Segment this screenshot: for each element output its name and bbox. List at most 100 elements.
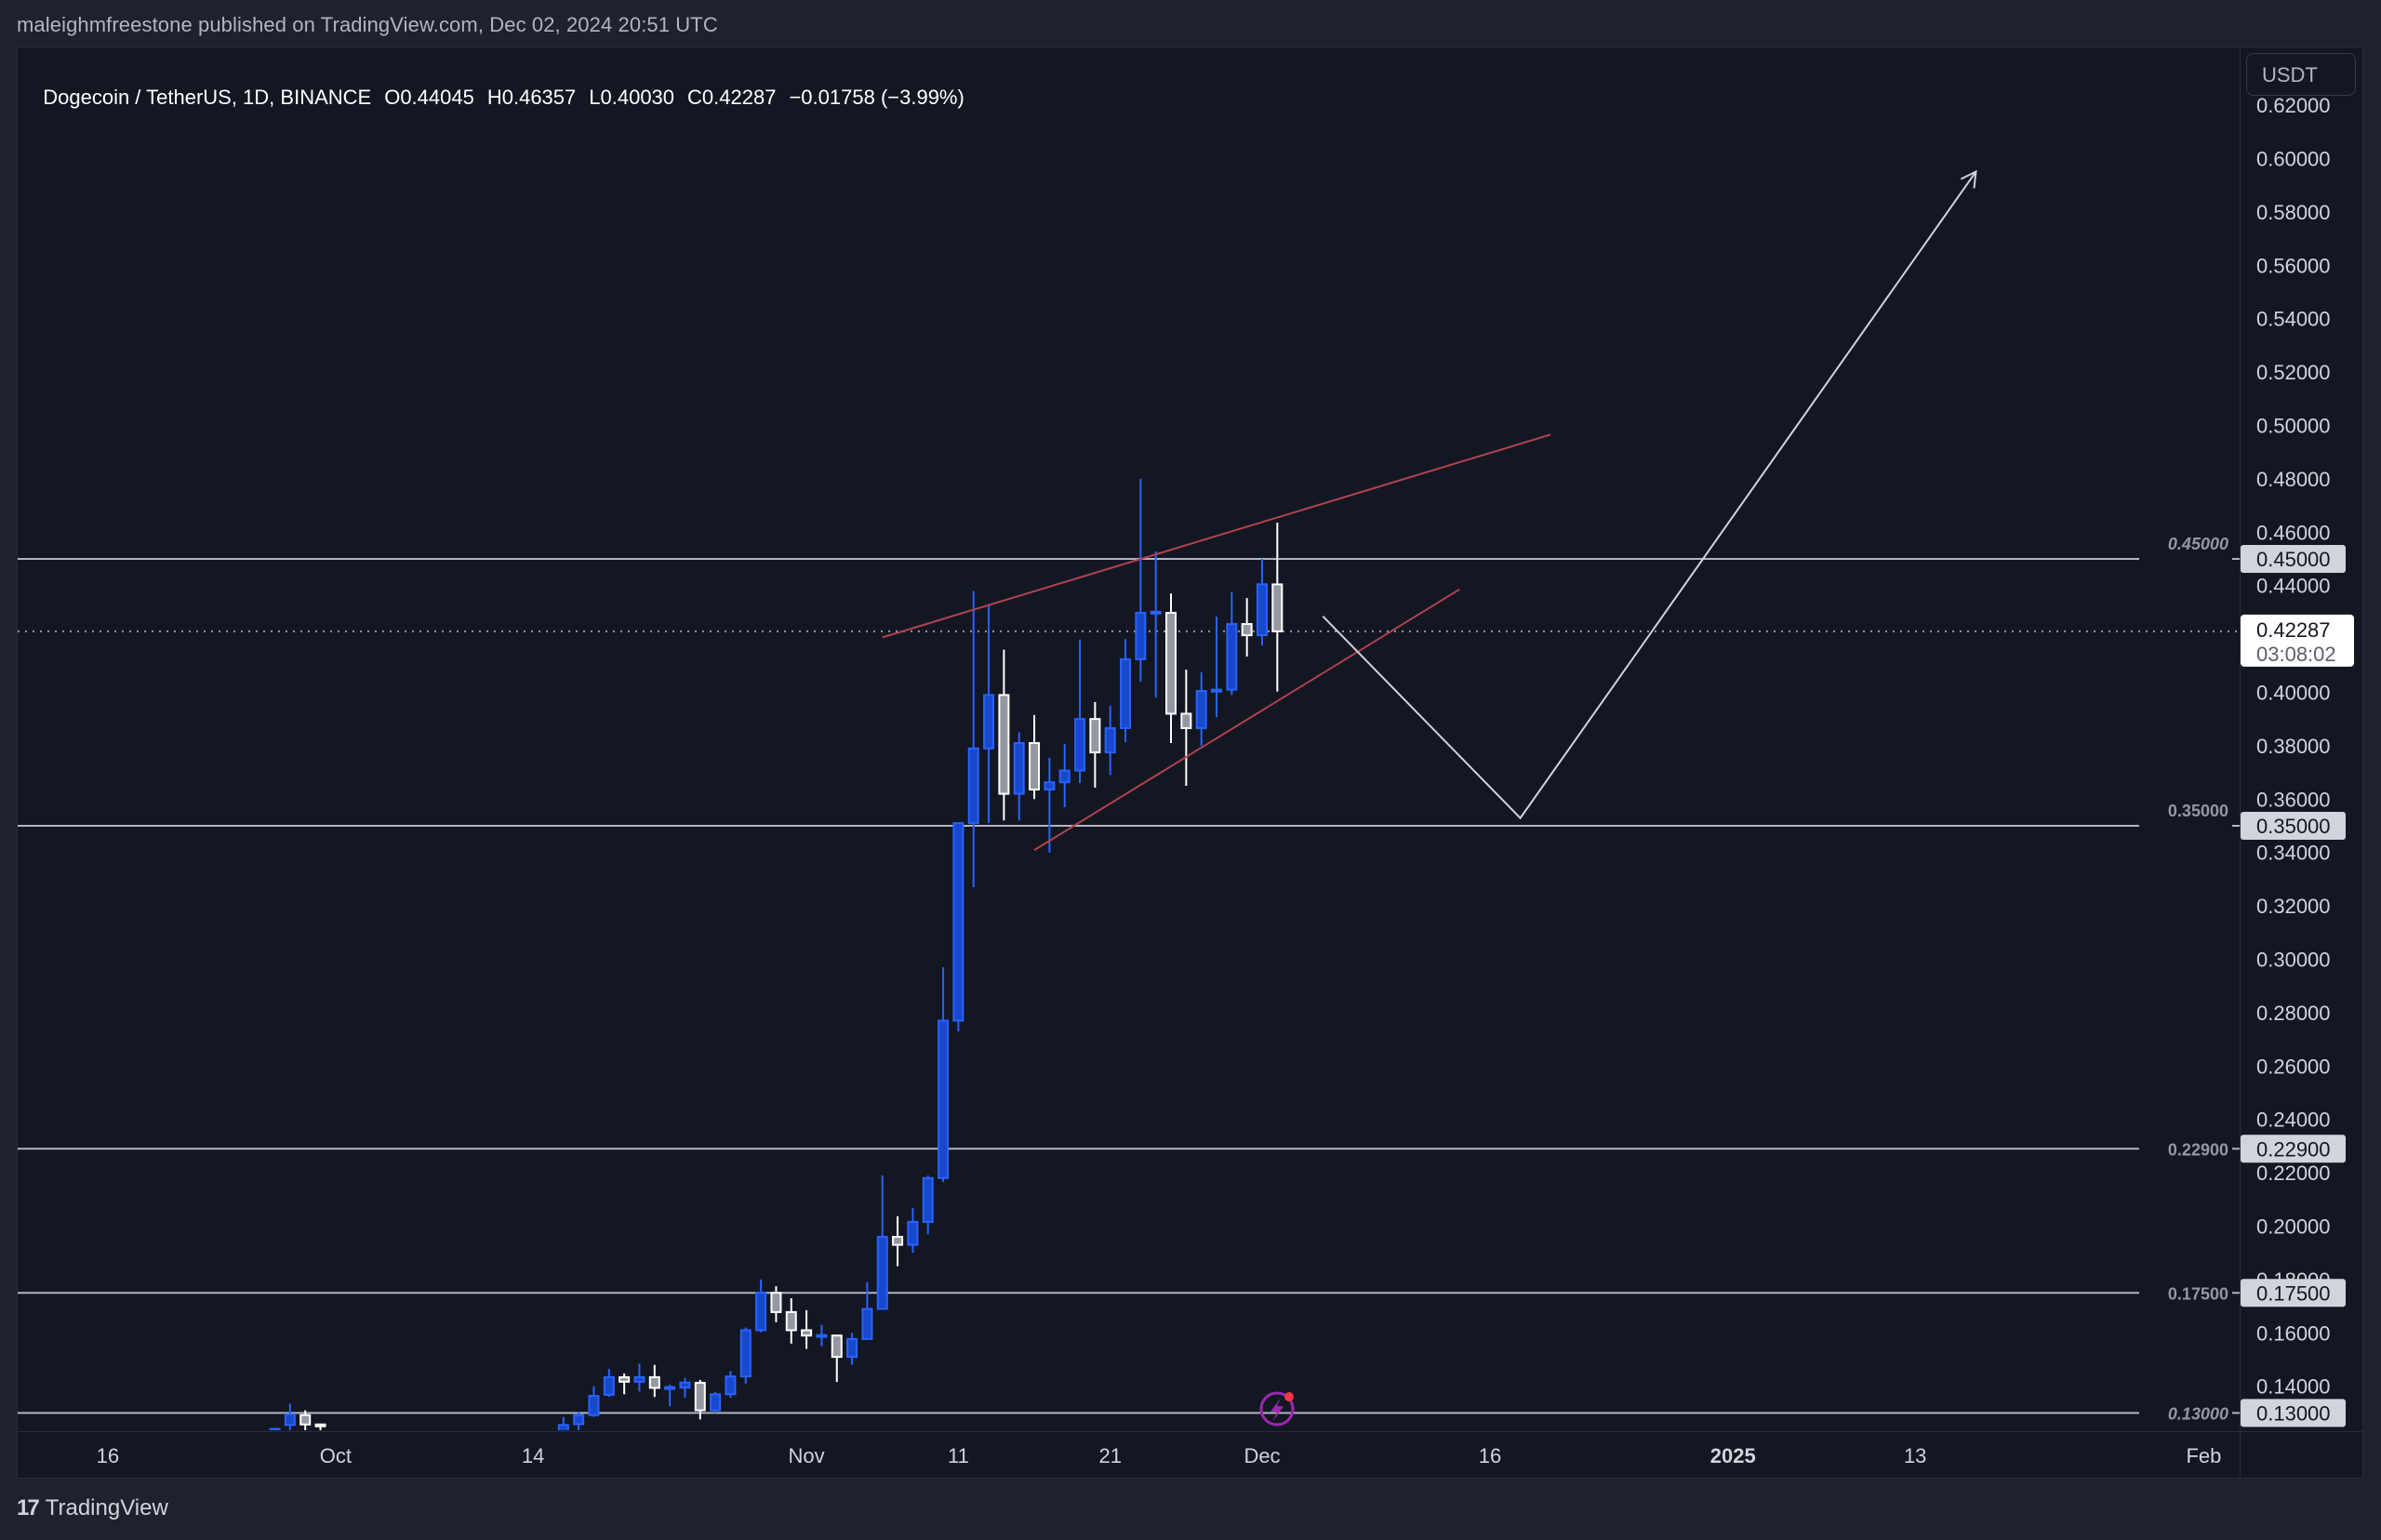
bullish-candle[interactable] [284, 1403, 296, 1440]
bearish-candle[interactable] [785, 1297, 797, 1344]
svg-text:0.22900: 0.22900 [2256, 1137, 2331, 1161]
bearish-candle[interactable] [831, 1334, 843, 1383]
currency-selector-button[interactable]: USDT [2246, 53, 2356, 96]
level-line-label: 0.45000 [2168, 535, 2228, 553]
bullish-candle[interactable] [725, 1371, 737, 1399]
bullish-candle[interactable] [588, 1386, 600, 1417]
bullish-candle[interactable] [967, 591, 979, 888]
bullish-candle[interactable] [1120, 639, 1132, 742]
tradingview-logo[interactable]: 17 TradingView [17, 1495, 168, 1521]
bullish-candle[interactable] [755, 1279, 767, 1333]
bearish-candle[interactable] [1241, 598, 1253, 657]
legend-open: O0.44045 [384, 86, 474, 109]
bullish-candle[interactable] [1044, 757, 1056, 853]
chart-pane[interactable] [17, 46, 2363, 1479]
bullish-candle[interactable] [710, 1392, 722, 1414]
bearish-candle[interactable] [1271, 523, 1284, 692]
legend-low: L0.40030 [589, 86, 675, 109]
time-tick-label: 16 [1479, 1444, 1501, 1467]
bullish-candle[interactable] [664, 1384, 676, 1407]
bullish-candle[interactable] [679, 1377, 691, 1399]
bullish-candle[interactable] [907, 1207, 919, 1254]
level-line-label: 0.17500 [2168, 1284, 2228, 1303]
price-tick-label: 0.34000 [2256, 842, 2331, 865]
bullish-candle[interactable] [922, 1175, 934, 1235]
level-line-label: 0.22900 [2168, 1140, 2228, 1159]
bearish-candle[interactable] [1089, 701, 1101, 788]
svg-text:0.17500: 0.17500 [2256, 1281, 2331, 1305]
bullish-candle[interactable] [861, 1281, 873, 1340]
bullish-candle[interactable] [846, 1333, 858, 1365]
bullish-candle[interactable] [938, 967, 950, 1183]
bullish-candle[interactable] [1257, 559, 1268, 646]
lower-wedge-line[interactable] [1033, 588, 1460, 851]
bullish-candle[interactable] [739, 1327, 752, 1384]
bullish-candle[interactable] [1013, 732, 1025, 821]
time-axis[interactable] [17, 1431, 2363, 1479]
bearish-candle[interactable] [619, 1373, 631, 1395]
tradingview-logo-icon: 17 [17, 1495, 40, 1520]
price-tick-label: 0.54000 [2256, 308, 2331, 331]
bullish-candle[interactable] [557, 1416, 569, 1440]
bearish-candle[interactable] [998, 649, 1010, 821]
price-tick-label: 0.60000 [2256, 148, 2331, 171]
bullish-candle[interactable] [1074, 639, 1086, 784]
price-tick-label: 0.30000 [2256, 949, 2331, 972]
bullish-candle[interactable] [1058, 743, 1071, 807]
bullish-candle[interactable] [1150, 551, 1162, 698]
bearish-candle[interactable] [299, 1410, 312, 1440]
price-tick-label: 0.58000 [2256, 201, 2331, 224]
bar-countdown: 03:08:02 [2256, 643, 2336, 666]
bullish-candle[interactable] [573, 1411, 585, 1440]
bearish-candle[interactable] [648, 1364, 660, 1398]
tradingview-logo-text: TradingView [45, 1495, 168, 1520]
price-tick-label: 0.24000 [2256, 1109, 2331, 1132]
bullish-candle[interactable] [983, 604, 995, 824]
bearish-candle[interactable] [694, 1379, 706, 1420]
bullish-candle[interactable] [952, 822, 964, 1031]
bullish-candle[interactable] [816, 1324, 828, 1347]
projection-path[interactable] [1322, 170, 1977, 820]
bullish-candle[interactable] [1211, 616, 1223, 718]
price-tick-label: 0.44000 [2256, 575, 2331, 598]
price-tick-label: 0.50000 [2256, 415, 2331, 438]
lightning-alert-icon[interactable] [1259, 1391, 1295, 1427]
bearish-candle[interactable] [1165, 593, 1177, 744]
price-tick-label: 0.48000 [2256, 468, 2331, 491]
bullish-candle[interactable] [1195, 671, 1207, 746]
time-tick-label: 2025 [1710, 1444, 1756, 1467]
price-tick-label: 0.62000 [2256, 94, 2331, 117]
bullish-candle[interactable] [633, 1363, 645, 1392]
bullish-candle[interactable] [1226, 591, 1238, 696]
level-line-label: 0.13000 [2168, 1404, 2228, 1423]
axis-corner [2240, 1431, 2363, 1479]
time-tick-label: Nov [789, 1444, 825, 1467]
level-line-label: 0.35000 [2168, 802, 2228, 820]
bearish-candle[interactable] [892, 1215, 904, 1267]
price-tick-label: 0.20000 [2256, 1215, 2331, 1239]
level-price-badge: 0.13000 [2241, 1399, 2346, 1427]
bearish-candle[interactable] [1180, 670, 1192, 786]
time-tick-label: 14 [522, 1444, 544, 1467]
bearish-candle[interactable] [770, 1286, 782, 1322]
arrow-head-icon [1960, 169, 1977, 189]
price-axis[interactable] [2240, 46, 2363, 1431]
bullish-candle[interactable] [1104, 705, 1116, 776]
symbol-legend: Dogecoin / TetherUS, 1D, BINANCE O0.44045… [32, 61, 978, 110]
symbol-title[interactable]: Dogecoin / TetherUS, 1D, BINANCE [43, 86, 372, 109]
bearish-candle[interactable] [801, 1309, 813, 1349]
bearish-candle[interactable] [314, 1423, 326, 1440]
price-tick-label: 0.56000 [2256, 254, 2331, 277]
bullish-candle[interactable] [876, 1175, 888, 1310]
level-price-badge: 0.35000 [2241, 812, 2346, 840]
svg-text:0.35000: 0.35000 [2256, 815, 2331, 838]
publisher-caption: maleighmfreestone published on TradingVi… [17, 13, 718, 36]
upper-wedge-line[interactable] [882, 433, 1551, 639]
svg-text:0.45000: 0.45000 [2256, 548, 2331, 571]
bullish-candle[interactable] [1135, 478, 1147, 683]
bullish-candle[interactable] [269, 1427, 281, 1440]
plot-area[interactable] [18, 169, 2240, 1440]
bearish-candle[interactable] [1029, 714, 1041, 800]
bullish-candle[interactable] [603, 1369, 615, 1398]
